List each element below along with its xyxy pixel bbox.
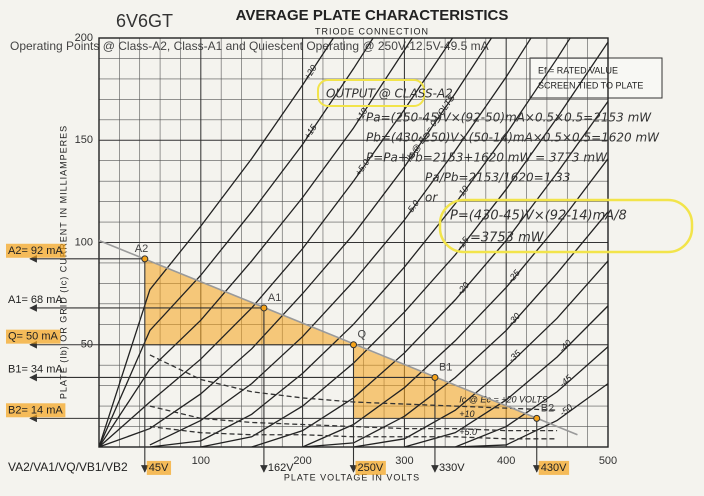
operating-point <box>533 414 541 422</box>
header-note: Operating Points @ Class-A2, Class-A1 an… <box>10 39 489 53</box>
curve <box>149 38 532 446</box>
operating-point <box>260 304 268 312</box>
x-axis-label: PLATE VOLTAGE IN VOLTS <box>284 472 420 482</box>
note-result: P=(430-45)V×(92-14)mA/8 <box>450 209 627 224</box>
curves <box>99 38 608 447</box>
point-name: A2 <box>135 243 148 255</box>
y-point-label: A1= 68 mA <box>8 294 63 306</box>
note-line: Pb=(430-250)V×(50-14)mA×0.5×0.5=1620 mW <box>366 131 660 145</box>
point-name: B1 <box>439 361 452 373</box>
tube-name: 6V6GT <box>116 11 173 31</box>
curve <box>99 38 335 447</box>
legend-line: SCREEN TIED TO PLATE <box>538 80 643 90</box>
curve <box>353 260 608 447</box>
y-point-label: B1= 34 mA <box>8 363 63 375</box>
point-name: Q <box>358 329 367 341</box>
notes: OUTPUT @ CLASS-A2 Pa=(250-45)V×(92-50)mA… <box>317 79 694 254</box>
chart-subtitle: TRIODE CONNECTION <box>315 26 429 36</box>
operating-point <box>350 341 357 349</box>
note-line: or <box>425 191 438 205</box>
point-name: A1 <box>268 292 281 304</box>
y-point-label: A2= 92 mA <box>8 245 63 257</box>
note-line: Pa/Pb=2153/1620=1.33 <box>425 171 570 185</box>
note-line: Pa=(250-45)V×(92-50)mA×0.5×0.5=2153 mW <box>366 111 652 125</box>
y-tick-label: 100 <box>75 236 93 248</box>
label-highlight <box>146 460 172 475</box>
curve <box>99 38 493 447</box>
y-axis-label: PLATE (Ib) OR GRID (Ic) CURRENT IN MILLI… <box>58 125 68 399</box>
y-tick-label: 200 <box>75 32 93 44</box>
x-point-label: 162V <box>268 462 294 474</box>
curve <box>200 41 608 447</box>
operating-point <box>431 373 439 381</box>
curve <box>99 38 454 447</box>
label-highlight <box>538 460 570 475</box>
note-outline <box>317 79 425 107</box>
y-tick-label: 150 <box>75 134 93 146</box>
curve <box>404 305 608 447</box>
label-highlight <box>6 403 66 418</box>
x-tick-label: 500 <box>599 455 617 467</box>
load-line <box>98 239 578 436</box>
curve-label: Ic @ Ec = +20 VOLTS <box>459 394 548 404</box>
label-highlight <box>6 243 66 258</box>
note-heading: OUTPUT @ CLASS-A2 <box>326 87 453 101</box>
result-outline <box>438 198 694 254</box>
curve-label: +10 <box>459 409 474 419</box>
label-highlight <box>6 329 61 344</box>
curve <box>455 383 608 447</box>
x-point-label: 45V <box>149 462 169 474</box>
curve <box>404 346 608 447</box>
label-highlight <box>355 460 386 475</box>
point-name: B2 <box>541 402 554 414</box>
legend-line: Ef = RATED VALUE <box>538 65 618 75</box>
operating-point <box>141 255 149 263</box>
curve <box>149 38 571 447</box>
curve-label: +5.0 <box>459 427 477 437</box>
x-point-label: 250V <box>358 462 384 474</box>
curve <box>99 38 374 447</box>
legend-box <box>529 57 663 99</box>
curve <box>99 38 414 447</box>
y-point-label: B2= 14 mA <box>8 404 63 416</box>
x-point-label: 330V <box>439 462 465 474</box>
y-point-label: Q= 50 mA <box>8 331 58 343</box>
note-line: P=Pa+Pb=2153+1620 mW = 3773 mW <box>366 151 608 165</box>
x-tick-label: 200 <box>293 455 311 467</box>
x-tick-label: 400 <box>497 455 515 467</box>
x-point-label: 430V <box>541 462 567 474</box>
x-points-label: VA2/VA1/VQ/VB1/VB2 <box>8 460 128 474</box>
x-tick-label: 300 <box>395 455 413 467</box>
x-tick-label: 100 <box>192 455 210 467</box>
note-result: =3753 mW <box>470 231 545 246</box>
chart-title: AVERAGE PLATE CHARACTERISTICS <box>236 7 509 24</box>
